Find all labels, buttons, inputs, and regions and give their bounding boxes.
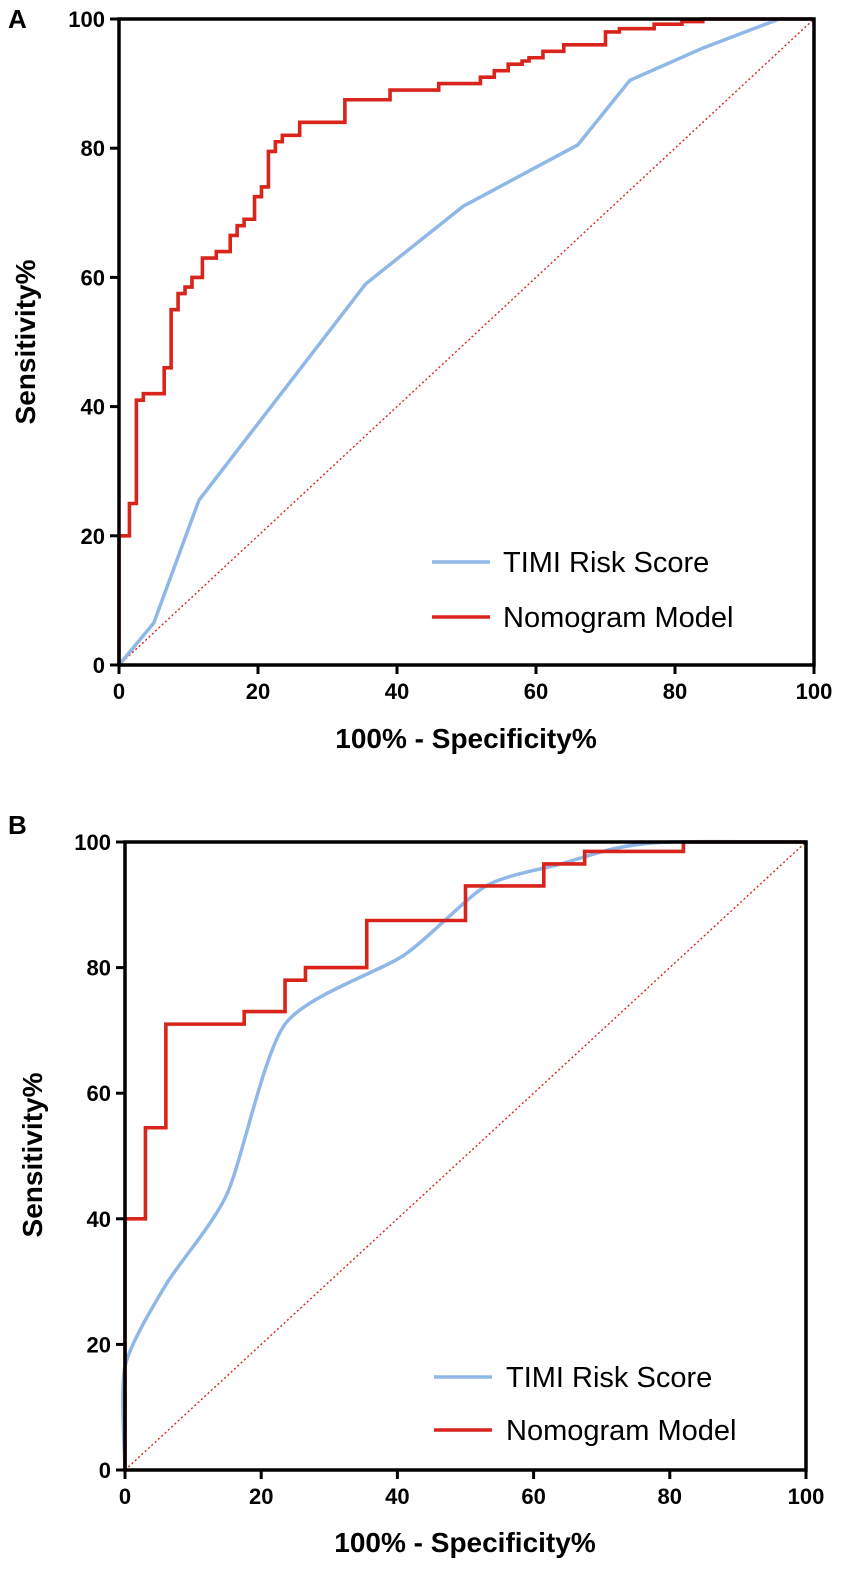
chart-b-x-axis-title: 100% - Specificity% [334, 1527, 596, 1558]
chart-b-x-tick-label: 60 [521, 1484, 545, 1509]
chart-b-legend-label-timi-risk-score: TIMI Risk Score [506, 1362, 712, 1394]
chart-a-legend-label-timi-risk-score: TIMI Risk Score [503, 547, 709, 579]
chart-a-x-tick-label: 60 [524, 679, 548, 704]
chart-a-y-tick-label: 40 [81, 395, 105, 420]
chart-b-y-tick-label: 60 [87, 1081, 111, 1106]
chart-a-x-tick-label: 40 [385, 679, 409, 704]
chart-a-y-tick-label: 0 [93, 653, 105, 678]
chart-b-y-tick-label: 40 [87, 1207, 111, 1232]
chart-a-plot-frame [117, 17, 816, 667]
roc-chart-b: 0 20 40 60 80 100 0 20 40 60 80 100 100% - Specifici… [17, 830, 825, 1558]
chart-b-x-tick-label: 80 [658, 1484, 682, 1509]
chart-a-y-tick-label: 60 [81, 265, 105, 290]
chart-a-y-axis-title: Sensitivity% [10, 259, 41, 424]
chart-b-legend-label-nomogram-model: Nomogram Model [506, 1415, 736, 1447]
chart-b-plot-frame [123, 840, 808, 1472]
chart-a-x-tick-label: 80 [663, 679, 687, 704]
chart-b-y-tick-label: 100 [74, 830, 111, 855]
chart-a-series-timi-risk-score [117, 17, 814, 667]
chart-b-y-tick-label: 0 [99, 1458, 111, 1483]
panel-a: 0 20 40 60 80 100 0 20 40 60 80 100 100% - Specifici… [8, 4, 833, 754]
chart-b-y-axis-title: Sensitivity% [17, 1072, 48, 1237]
chart-a-x-tick-label: 20 [246, 679, 270, 704]
chart-b-series-nomogram-model [123, 840, 806, 1470]
chart-a-x-axis-title: 100% - Specificity% [335, 723, 597, 754]
chart-b-x-tick-label: 0 [119, 1484, 131, 1509]
panel-label-b: B [8, 810, 27, 840]
chart-a-y-tick-label: 20 [81, 524, 105, 549]
chart-b-x-tick-label: 20 [249, 1484, 273, 1509]
chart-b-x-tick-label: 100 [788, 1484, 825, 1509]
chart-b-y-tick-label: 20 [87, 1332, 111, 1357]
chart-a-reference-line [118, 18, 815, 666]
chart-b-x-tick-label: 40 [385, 1484, 409, 1509]
chart-a-series-nomogram-model [117, 17, 814, 665]
panel-label-a: A [8, 4, 27, 34]
chart-b-y-tick-label: 80 [87, 956, 111, 981]
chart-a-legend-label-nomogram-model: Nomogram Model [503, 602, 733, 634]
chart-a-x-tick-label: 100 [796, 679, 833, 704]
chart-b-series-timi-risk-score [121, 839, 808, 1472]
chart-a-y-tick-label: 100 [68, 7, 105, 32]
chart-a-x-tick-label: 0 [113, 679, 125, 704]
roc-chart-a: 0 20 40 60 80 100 0 20 40 60 80 100 100% - Specifici… [10, 7, 833, 754]
chart-b-reference-line [124, 841, 807, 1471]
chart-a-y-tick-label: 80 [81, 136, 105, 161]
panel-b: 0 20 40 60 80 100 0 20 40 60 80 100 100% - Specifici… [0, 790, 851, 1580]
